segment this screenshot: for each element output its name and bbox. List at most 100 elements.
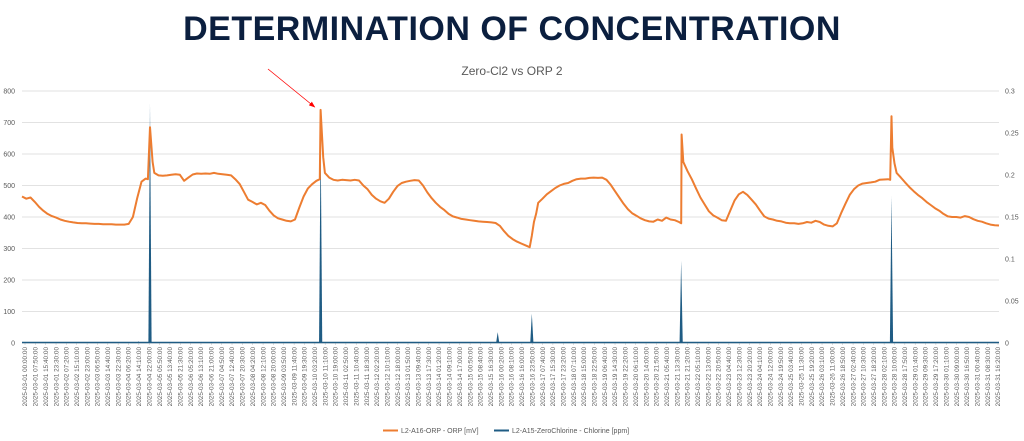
- chlorine-spike: [319, 137, 323, 343]
- x-tick-label: 2025-03-27 02:40:00: [850, 347, 857, 407]
- orp-series: [21, 108, 1000, 249]
- x-tick-label: 2025-03-24 19:50:00: [778, 347, 785, 407]
- x-tick-label: 2025-03-22 13:00:00: [705, 347, 712, 407]
- x-tick-label: 2025-03-16 23:50:00: [529, 347, 536, 407]
- x-tick-label: 2025-03-27 10:30:00: [861, 347, 868, 407]
- x-tick-label: 2025-03-10 03:20:00: [312, 347, 319, 407]
- left-tick-label: 800: [3, 89, 15, 96]
- x-tick-label: 2025-03-02 15:10:00: [74, 347, 81, 407]
- left-tick-label: 600: [3, 152, 15, 159]
- x-tick-label: 2025-03-19 14:30:00: [612, 347, 619, 407]
- right-tick-label: 0: [1005, 341, 1009, 348]
- x-tick-label: 2025-03-04 22:00:00: [146, 347, 153, 407]
- x-tick-label: 2025-03-15 00:50:00: [467, 347, 474, 407]
- legend-label-chlorine: L2-A15-ZeroChlorine - Chlorine [ppm]: [512, 428, 629, 435]
- x-tick-label: 2025-03-20 06:10:00: [633, 347, 640, 407]
- x-tick-label: 2025-03-07 12:40:00: [229, 347, 236, 407]
- legend-label-orp: L2-A16-ORP - ORP [mV]: [401, 428, 479, 435]
- left-tick-label: 700: [3, 120, 15, 127]
- x-tick-label: 2025-03-06 05:20:00: [188, 347, 195, 407]
- x-tick-label: 2025-03-01 00:00:00: [22, 347, 29, 407]
- x-tick-label: 2025-03-14 17:00:00: [457, 347, 464, 407]
- right-tick-label: 0.2: [1005, 173, 1015, 180]
- x-tick-label: 2025-03-26 03:10:00: [819, 347, 826, 407]
- x-tick-label: 2025-03-08 04:20:00: [250, 347, 257, 407]
- right-tick-label: 0.25: [1005, 131, 1019, 138]
- x-tick-label: 2025-03-03 22:30:00: [115, 347, 122, 407]
- right-y-axis: 0 0.05 0.1 0.15 0.2 0.25 0.3: [1005, 89, 1019, 348]
- x-tick-label: 2025-03-14 01:20:00: [436, 347, 443, 407]
- x-tick-label: 2025-03-25 19:20:00: [809, 347, 816, 407]
- left-tick-label: 200: [3, 278, 15, 285]
- x-tick-label: 2025-03-11 18:30:00: [364, 347, 371, 406]
- x-tick-label: 2025-03-09 19:30:00: [302, 347, 309, 407]
- chlorine-spike: [148, 103, 152, 343]
- x-tick-label: 2025-03-29 09:30:00: [923, 347, 930, 407]
- x-tick-label: 2025-03-18 22:50:00: [592, 347, 599, 407]
- x-tick-label: 2025-03-02 23:00:00: [84, 347, 91, 407]
- x-tick-label: 2025-03-12 10:10:00: [384, 347, 391, 407]
- x-tick-label: 2025-03-02 07:20:00: [64, 347, 71, 407]
- x-tick-label: 2025-03-16 08:10:00: [509, 347, 516, 407]
- right-tick-label: 0.15: [1005, 215, 1019, 222]
- x-tick-label: 2025-03-21 13:30:00: [674, 347, 681, 407]
- x-tick-label: 2025-03-11 02:50:00: [343, 347, 350, 406]
- x-tick-label: 2025-03-24 12:00:00: [767, 347, 774, 407]
- x-tick-label: 2025-03-24 04:10:00: [757, 347, 764, 407]
- x-tick-label: 2025-03-22 05:10:00: [695, 347, 702, 407]
- right-tick-label: 0.05: [1005, 299, 1019, 306]
- x-tick-label: 2025-03-01 07:50:00: [33, 347, 40, 407]
- x-tick-label: 2025-03-08 20:00:00: [271, 347, 278, 407]
- x-tick-label: 2025-03-03 14:40:00: [105, 347, 112, 407]
- gridlines: [22, 90, 999, 344]
- slide-title: DETERMINATION OF CONCENTRATION: [183, 10, 841, 48]
- left-tick-label: 300: [3, 246, 15, 253]
- x-tick-label: 2025-03-18 15:00:00: [581, 347, 588, 407]
- right-tick-label: 0.1: [1005, 257, 1015, 264]
- x-tick-label: 2025-03-25 11:30:00: [799, 347, 806, 406]
- x-tick-label: 2025-03-12 02:20:00: [374, 347, 381, 407]
- x-tick-label: 2025-03-10 19:00:00: [333, 347, 340, 407]
- x-tick-label: 2025-03-11 10:40:00: [353, 347, 360, 406]
- x-tick-label: 2025-03-31 16:20:00: [995, 347, 1002, 407]
- x-tick-label: 2025-03-04 14:10:00: [136, 347, 143, 407]
- x-tick-label: 2025-03-23 04:40:00: [726, 347, 733, 407]
- x-tick-label: 2025-03-01 15:40:00: [43, 347, 50, 407]
- x-tick-label: 2025-03-22 20:50:00: [716, 347, 723, 407]
- x-tick-label: 2025-03-19 22:20:00: [623, 347, 630, 407]
- x-tick-label: 2025-03-30 09:00:00: [954, 347, 961, 407]
- orp-line: [21, 108, 1000, 249]
- red-arrow: [267, 68, 316, 108]
- x-tick-label: 2025-03-10 11:10:00: [322, 347, 329, 406]
- x-tick-label: 2025-03-03 06:50:00: [95, 347, 102, 407]
- x-tick-label: 2025-03-16 00:20:00: [498, 347, 505, 407]
- x-tick-label: 2025-03-13 17:30:00: [426, 347, 433, 407]
- legend: L2-A16-ORP - ORP [mV] L2-A15-ZeroChlorine…: [383, 428, 629, 435]
- left-tick-label: 400: [3, 215, 15, 222]
- x-tick-label: 2025-03-26 11:00:00: [830, 347, 837, 406]
- left-tick-label: 0: [11, 341, 15, 348]
- x-tick-label: 2025-03-15 08:40:00: [478, 347, 485, 407]
- x-tick-label: 2025-03-06 21:00:00: [209, 347, 216, 407]
- right-tick-label: 0.3: [1005, 89, 1015, 96]
- x-tick-label: 2025-03-31 08:30:00: [985, 347, 992, 407]
- x-tick-label: 2025-03-06 13:10:00: [198, 347, 205, 407]
- chlorine-spike: [679, 260, 683, 343]
- x-tick-label: 2025-03-23 12:30:00: [736, 347, 743, 407]
- x-tick-label: 2025-03-17 07:40:00: [540, 347, 547, 407]
- left-tick-label: 100: [3, 309, 15, 316]
- x-tick-label: 2025-03-25 03:40:00: [788, 347, 795, 407]
- x-tick-label: 2025-03-28 02:10:00: [881, 347, 888, 407]
- x-tick-label: 2025-03-04 06:20:00: [126, 347, 133, 407]
- x-tick-label: 2025-03-18 07:10:00: [571, 347, 578, 407]
- x-tick-label: 2025-03-17 15:30:00: [550, 347, 557, 407]
- x-tick-label: 2025-03-13 01:50:00: [405, 347, 412, 407]
- chlorine-spike: [496, 332, 500, 343]
- x-tick-label: 2025-03-12 18:00:00: [395, 347, 402, 407]
- x-tick-label: 2025-03-30 16:50:00: [964, 347, 971, 407]
- annotation-arrow: [267, 68, 316, 108]
- x-tick-label: 2025-03-09 11:40:00: [291, 347, 298, 406]
- chart-title: Zero-Cl2 vs ORP 2: [461, 64, 562, 78]
- x-tick-label: 2025-03-26 18:50:00: [840, 347, 847, 407]
- x-tick-label: 2025-03-07 04:50:00: [219, 347, 226, 407]
